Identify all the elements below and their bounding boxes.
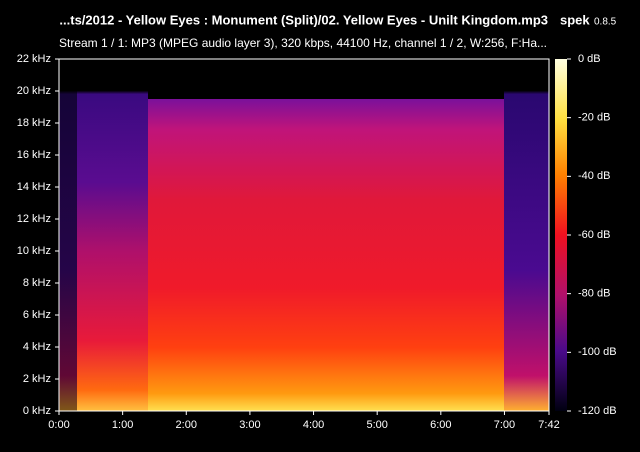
spectrogram bbox=[58, 58, 550, 412]
y-tick-label: 22 kHz bbox=[17, 53, 51, 65]
spectrum-region bbox=[77, 59, 148, 411]
y-tick-label: 10 kHz bbox=[17, 245, 51, 257]
y-tick-label: 2 kHz bbox=[23, 373, 51, 385]
y-tick-label: 14 kHz bbox=[17, 181, 51, 193]
colorbar-tick-label: -60 dB bbox=[578, 229, 610, 241]
spectrum-intro bbox=[59, 59, 77, 411]
y-tick-label: 12 kHz bbox=[17, 213, 51, 225]
y-tick-label: 0 kHz bbox=[23, 405, 51, 417]
x-tick-label: 7:00 bbox=[494, 419, 515, 431]
y-tick-label: 4 kHz bbox=[23, 341, 51, 353]
x-tick-label: 1:00 bbox=[112, 419, 133, 431]
colorbar-tick-label: 0 dB bbox=[578, 53, 601, 65]
x-tick-label: 6:00 bbox=[430, 419, 451, 431]
x-tick-label: 0:00 bbox=[48, 419, 69, 431]
y-tick-label: 8 kHz bbox=[23, 277, 51, 289]
colorbar bbox=[555, 59, 567, 411]
colorbar-tick-label: -120 dB bbox=[578, 405, 617, 417]
colorbar-tick-label: -100 dB bbox=[578, 346, 617, 358]
spectrum-region bbox=[148, 59, 504, 411]
plot-frame bbox=[58, 58, 550, 412]
spectrum-outro bbox=[504, 59, 549, 411]
x-tick-label: 5:00 bbox=[366, 419, 387, 431]
x-tick-label: 7:42 bbox=[538, 419, 559, 431]
chart-subtitle: Stream 1 / 1: MP3 (MPEG audio layer 3), … bbox=[59, 36, 547, 50]
app-version: 0.8.5 bbox=[594, 17, 617, 28]
colorbar-tick-label: -80 dB bbox=[578, 288, 610, 300]
spectrum-cutoff bbox=[148, 59, 504, 99]
chart-title: ...ts/2012 - Yellow Eyes : Monument (Spl… bbox=[59, 12, 548, 27]
y-tick-label: 18 kHz bbox=[17, 117, 51, 129]
x-tick-label: 2:00 bbox=[176, 419, 197, 431]
x-tick-label: 3:00 bbox=[239, 419, 260, 431]
colorbar-tick-label: -20 dB bbox=[578, 112, 610, 124]
app-name: spek bbox=[560, 12, 590, 27]
y-tick-label: 16 kHz bbox=[17, 149, 51, 161]
x-tick-label: 4:00 bbox=[303, 419, 324, 431]
colorbar-tick-label: -40 dB bbox=[578, 170, 610, 182]
y-tick-label: 6 kHz bbox=[23, 309, 51, 321]
y-tick-label: 20 kHz bbox=[17, 85, 51, 97]
